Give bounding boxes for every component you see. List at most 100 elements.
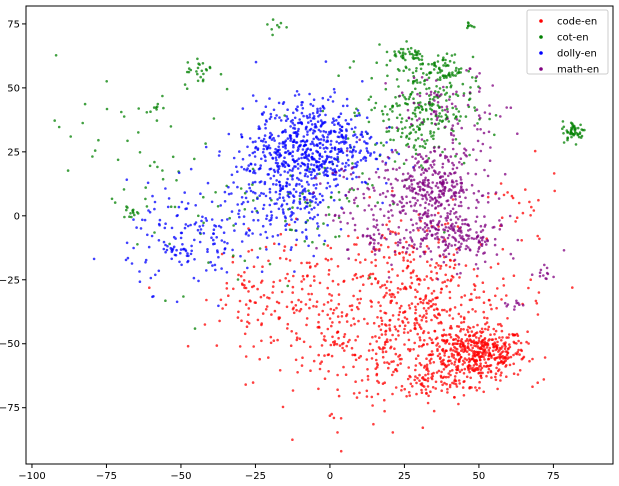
data-point — [339, 220, 342, 224]
data-point — [398, 94, 402, 98]
data-point — [400, 195, 404, 199]
data-point — [443, 148, 447, 151]
data-point — [473, 369, 476, 373]
data-point — [313, 117, 316, 120]
data-point — [438, 87, 442, 90]
data-point — [499, 374, 503, 377]
data-point — [416, 199, 419, 202]
data-point — [430, 357, 433, 361]
data-point — [372, 151, 376, 154]
data-point — [436, 116, 439, 119]
data-point — [105, 107, 109, 111]
data-point — [469, 86, 472, 89]
data-point — [467, 367, 470, 370]
data-point — [488, 338, 491, 341]
data-point — [313, 130, 317, 133]
data-point — [355, 276, 359, 280]
data-point — [543, 263, 546, 267]
data-point — [441, 109, 444, 112]
data-point — [428, 101, 431, 105]
data-point — [496, 287, 499, 290]
data-point — [349, 150, 352, 153]
data-point — [396, 287, 400, 290]
data-point — [459, 329, 462, 333]
data-point — [311, 152, 315, 155]
data-point — [399, 135, 403, 139]
data-point — [125, 208, 128, 212]
data-point — [370, 208, 373, 211]
data-point — [315, 135, 318, 138]
data-point — [471, 334, 475, 338]
data-point — [236, 203, 239, 206]
data-point — [418, 166, 421, 169]
data-point — [444, 222, 447, 226]
data-point — [445, 99, 448, 102]
data-point — [437, 193, 441, 196]
data-point — [483, 215, 486, 218]
data-point — [189, 167, 193, 171]
data-point — [349, 173, 353, 176]
data-point — [251, 94, 255, 97]
data-point — [455, 248, 458, 251]
data-point — [257, 125, 261, 128]
data-point — [421, 145, 425, 148]
data-point — [453, 203, 457, 206]
data-point — [338, 131, 341, 134]
data-point — [476, 122, 479, 125]
data-point — [399, 362, 402, 365]
data-point — [288, 259, 292, 262]
data-point — [429, 276, 433, 280]
data-point — [375, 223, 379, 227]
data-point — [324, 60, 328, 63]
data-point — [377, 324, 381, 328]
data-point — [414, 317, 418, 320]
data-point — [327, 273, 331, 276]
data-point — [411, 56, 415, 59]
data-point — [475, 389, 479, 392]
data-point — [262, 207, 265, 210]
data-point — [443, 308, 446, 312]
data-point — [440, 389, 444, 393]
data-point — [275, 158, 278, 162]
data-point — [136, 243, 139, 246]
data-point — [438, 254, 442, 258]
data-point — [562, 141, 566, 144]
data-point — [386, 113, 389, 116]
data-point — [246, 145, 249, 149]
data-point — [471, 340, 474, 344]
data-point — [484, 353, 487, 357]
data-point — [461, 235, 464, 238]
data-point — [412, 348, 415, 351]
data-point — [449, 347, 453, 351]
data-point — [461, 363, 465, 366]
data-point — [186, 202, 190, 205]
data-point — [164, 222, 167, 225]
data-point — [186, 252, 189, 255]
data-point — [454, 93, 458, 96]
data-point — [375, 373, 379, 377]
data-point — [308, 204, 312, 207]
data-point — [442, 85, 445, 89]
legend-marker-cot-en — [539, 35, 543, 39]
data-point — [484, 322, 487, 326]
data-point — [411, 111, 415, 115]
data-point — [407, 97, 411, 101]
data-point — [257, 127, 261, 131]
data-point — [312, 191, 315, 194]
data-point — [315, 160, 319, 163]
data-point — [289, 344, 293, 348]
data-point — [464, 247, 468, 251]
data-point — [425, 357, 428, 361]
data-point — [384, 87, 388, 91]
data-point — [433, 99, 436, 102]
data-point — [384, 82, 387, 85]
data-point — [404, 58, 407, 62]
data-point — [382, 214, 386, 218]
data-point — [123, 215, 126, 219]
data-point — [298, 183, 301, 186]
data-point — [319, 125, 323, 128]
data-point — [274, 156, 278, 159]
data-point — [252, 265, 256, 269]
data-point — [315, 305, 318, 308]
data-point — [324, 130, 328, 134]
